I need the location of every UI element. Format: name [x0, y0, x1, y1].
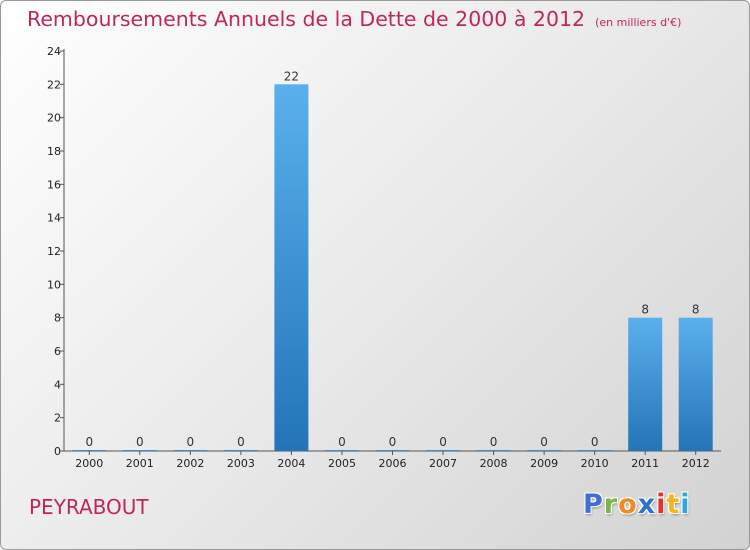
data-label-2004: 22: [284, 69, 299, 83]
bar-2000: [72, 450, 107, 451]
data-label-2009: 0: [540, 435, 548, 449]
proxiti-logo: Proxiti: [583, 489, 691, 520]
data-label-2007: 0: [439, 435, 447, 449]
y-tick-label: 20: [47, 112, 61, 125]
y-tick-label: 6: [54, 345, 61, 358]
x-tick-label-2012: 2012: [682, 457, 710, 470]
y-tick-label: 2: [54, 412, 61, 425]
y-tick-label: 8: [54, 312, 61, 325]
bar-2004: [274, 84, 309, 452]
data-label-2005: 0: [338, 435, 346, 449]
bar-2012: [678, 317, 713, 451]
x-tick-label-2004: 2004: [277, 457, 305, 470]
bar-2011: [628, 317, 663, 451]
bar-2002: [173, 450, 208, 451]
y-tick-label: 12: [47, 245, 61, 258]
logo-letter: x: [637, 489, 657, 520]
bar-2008: [476, 450, 511, 451]
bar-2009: [527, 450, 562, 451]
logo-letter: i: [656, 489, 667, 520]
bar-2001: [122, 450, 157, 451]
y-tick-label: 24: [47, 45, 61, 58]
chart-unit-note: (en milliers d'€): [595, 16, 682, 29]
y-tick-label: 22: [47, 78, 61, 91]
x-tick-label-2010: 2010: [581, 457, 609, 470]
x-tick-label-2007: 2007: [429, 457, 457, 470]
x-tick-label-2008: 2008: [480, 457, 508, 470]
x-tick-label-2003: 2003: [227, 457, 255, 470]
data-label-2003: 0: [237, 435, 245, 449]
data-label-2010: 0: [591, 435, 599, 449]
bar-2007: [426, 450, 460, 451]
logo-letter: r: [603, 489, 619, 520]
data-label-2008: 0: [490, 435, 498, 449]
logo-letter: i: [680, 489, 691, 520]
bar-2003: [223, 450, 258, 451]
chart-title: Remboursements Annuels de la Dette de 20…: [27, 7, 681, 31]
place-name: PEYRABOUT: [29, 495, 149, 519]
x-tick-label-2001: 2001: [126, 457, 154, 470]
chart-bars: 0 0 0 0 22 0 0 0 0 0 0 8 8: [72, 69, 713, 452]
y-tick-label: 16: [47, 178, 61, 191]
bar-2010: [577, 450, 612, 451]
x-tick-label-2011: 2011: [631, 457, 659, 470]
y-tick-label: 18: [47, 145, 61, 158]
y-tick-label: 0: [54, 445, 61, 458]
logo-letter: P: [583, 489, 604, 520]
data-label-2011: 8: [641, 303, 649, 317]
data-label-2012: 8: [692, 303, 700, 317]
x-tick-label-2002: 2002: [176, 457, 204, 470]
x-tick-label-2009: 2009: [530, 457, 558, 470]
x-tick-label-2000: 2000: [75, 457, 103, 470]
data-label-2006: 0: [389, 435, 397, 449]
logo-letter: t: [666, 489, 681, 520]
x-tick-label-2006: 2006: [379, 457, 407, 470]
y-tick-label: 10: [47, 278, 61, 291]
chart-title-text: Remboursements Annuels de la Dette de 20…: [27, 7, 586, 31]
x-tick-label-2005: 2005: [328, 457, 356, 470]
data-label-2002: 0: [187, 435, 195, 449]
y-tick-label: 14: [47, 212, 61, 225]
bar-2006: [375, 450, 410, 451]
bar-2005: [325, 450, 359, 451]
data-label-2001: 0: [136, 435, 144, 449]
data-label-2000: 0: [85, 435, 93, 449]
logo-letter: o: [618, 489, 638, 520]
y-tick-label: 4: [54, 378, 61, 391]
